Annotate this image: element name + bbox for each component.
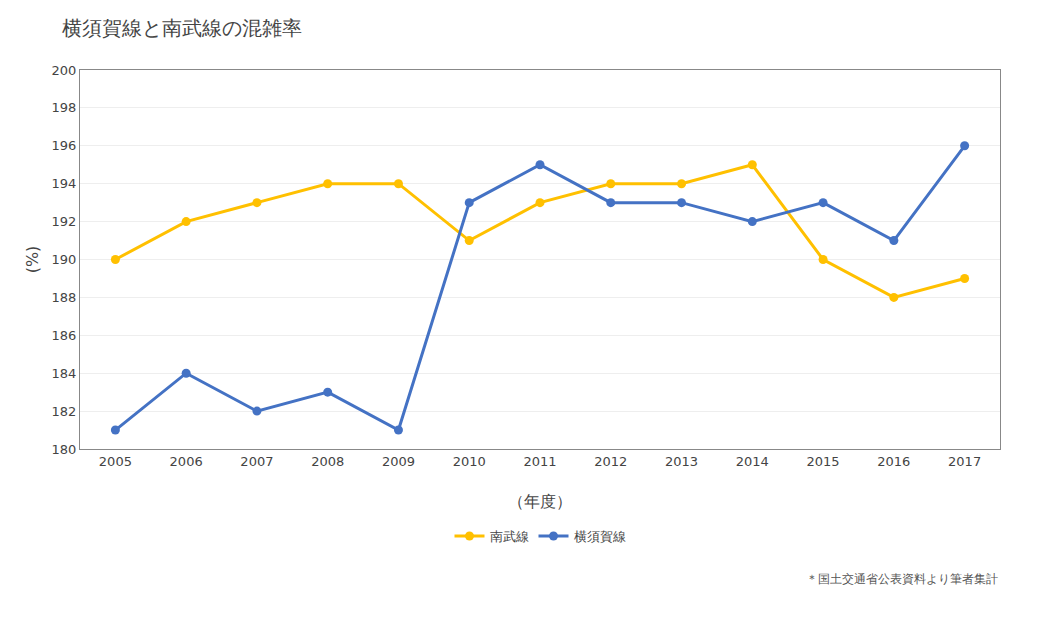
svg-text:(%): (%) (23, 246, 42, 274)
svg-text:2010: 2010 (453, 454, 486, 469)
svg-text:2015: 2015 (807, 454, 840, 469)
svg-text:184: 184 (52, 366, 77, 381)
svg-text:198: 198 (52, 100, 77, 115)
svg-text:182: 182 (52, 404, 77, 419)
svg-text:190: 190 (52, 252, 77, 267)
svg-text:2013: 2013 (665, 454, 698, 469)
svg-text:2009: 2009 (382, 454, 415, 469)
svg-text:188: 188 (52, 290, 77, 305)
svg-text:194: 194 (52, 176, 77, 191)
svg-text:2005: 2005 (99, 454, 132, 469)
svg-text:横須賀線: 横須賀線 (574, 529, 626, 544)
svg-text:192: 192 (52, 214, 77, 229)
svg-text:2012: 2012 (594, 454, 627, 469)
svg-text:2017: 2017 (948, 454, 981, 469)
svg-text:南武線: 南武線 (490, 529, 529, 544)
svg-text:2016: 2016 (877, 454, 910, 469)
svg-text:186: 186 (52, 328, 77, 343)
svg-text:2014: 2014 (736, 454, 769, 469)
svg-text:2007: 2007 (240, 454, 273, 469)
svg-text:2008: 2008 (311, 454, 344, 469)
svg-text:（年度）: （年度） (508, 492, 572, 511)
svg-text:180: 180 (52, 442, 77, 457)
svg-text:＊国土交通省公表資料より筆者集計: ＊国土交通省公表資料より筆者集計 (806, 572, 998, 586)
svg-text:196: 196 (52, 138, 77, 153)
svg-text:横須賀線と南武線の混雑率: 横須賀線と南武線の混雑率 (62, 16, 302, 40)
svg-text:2006: 2006 (170, 454, 203, 469)
svg-text:2011: 2011 (523, 454, 556, 469)
svg-text:200: 200 (52, 63, 77, 78)
